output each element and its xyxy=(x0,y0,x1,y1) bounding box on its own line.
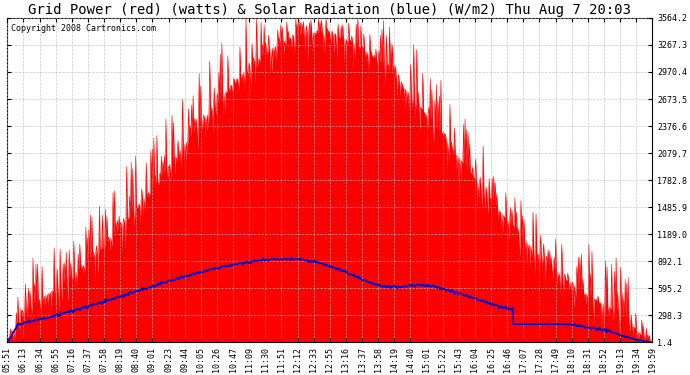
Title: Grid Power (red) (watts) & Solar Radiation (blue) (W/m2) Thu Aug 7 20:03: Grid Power (red) (watts) & Solar Radiati… xyxy=(28,3,631,17)
Text: Copyright 2008 Cartronics.com: Copyright 2008 Cartronics.com xyxy=(10,24,155,33)
